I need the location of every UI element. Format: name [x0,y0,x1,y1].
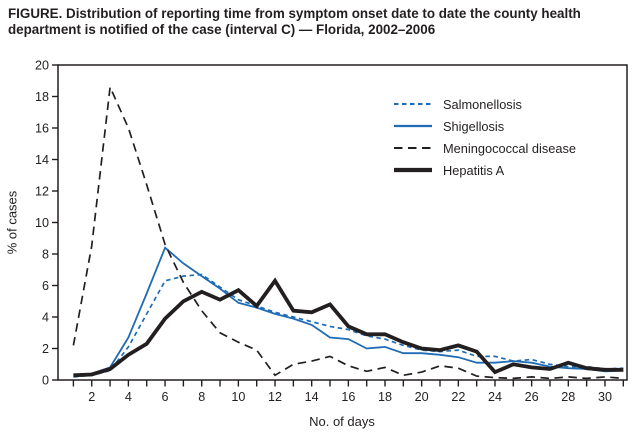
svg-text:16: 16 [35,122,49,136]
legend-item-shigellosis: Shigellosis [393,115,576,137]
svg-text:6: 6 [42,279,49,293]
legend: Salmonellosis Shigellosis Meningococcal … [393,93,576,181]
svg-text:10: 10 [35,216,49,230]
svg-text:16: 16 [341,390,355,404]
svg-text:2: 2 [42,342,49,356]
legend-label-shigellosis: Shigellosis [443,118,505,134]
svg-text:6: 6 [162,390,169,404]
svg-text:12: 12 [268,390,282,404]
svg-text:8: 8 [42,248,49,262]
svg-text:18: 18 [378,390,392,404]
y-axis-label: % of cases [4,190,20,255]
legend-label-meningococcal: Meningococcal disease [443,140,577,156]
figure-title: FIGURE. Distribution of reporting time f… [8,6,581,38]
svg-text:10: 10 [231,390,245,404]
svg-text:26: 26 [525,390,539,404]
svg-text:12: 12 [35,185,49,199]
shigellosis-line-sample-icon [394,124,432,128]
salmonellosis-line-sample-icon [394,102,432,106]
svg-text:14: 14 [35,153,49,167]
legend-item-hepatitis-a: Hepatitis A [393,159,576,181]
hepatitis-a-line-sample-icon [394,167,432,173]
svg-text:4: 4 [125,390,132,404]
svg-text:14: 14 [305,390,319,404]
legend-item-salmonellosis: Salmonellosis [393,93,576,115]
svg-text:20: 20 [415,390,429,404]
svg-text:18: 18 [35,90,49,104]
svg-text:2: 2 [88,390,95,404]
svg-text:8: 8 [198,390,205,404]
svg-text:4: 4 [42,311,49,325]
x-axis-label: No. of days [309,414,375,429]
svg-text:28: 28 [561,390,575,404]
svg-text:30: 30 [598,390,612,404]
svg-text:22: 22 [451,390,465,404]
legend-label-salmonellosis: Salmonellosis [443,96,522,112]
svg-text:0: 0 [42,374,49,388]
legend-label-hepatitis-a: Hepatitis A [443,162,505,178]
meningococcal-line-sample-icon [394,146,432,150]
legend-item-meningococcal: Meningococcal disease [393,137,576,159]
svg-text:24: 24 [488,390,502,404]
svg-text:20: 20 [35,59,49,73]
